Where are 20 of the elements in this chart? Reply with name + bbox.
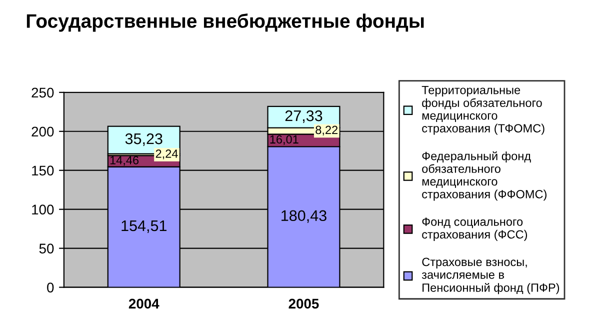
chart-title: Государственные внебюджетные фонды [26,13,424,32]
data-label: 14,46 [110,156,139,166]
y-tick-label: 50 [39,244,54,254]
data-label: 8,22 [316,126,338,136]
data-label: 16,01 [270,135,298,145]
y-tick-label: 100 [32,204,54,214]
legend-label: Территориальные фонды обязательного медицинского страхования (ТФОМС) [422,86,544,135]
data-label: 35,23 [125,133,162,146]
data-label: 180,43 [282,210,326,223]
legend-label: Страховые взносы, зачисляемые в Пенсионный фонд (ПФР) [422,258,560,294]
legend-label: Федеральный фонд обязательного медицинского страхования (ФФОМС) [422,151,546,201]
data-label: 27,33 [285,110,322,123]
legend-label: Фонд социального страхования (ФСС) [422,218,528,241]
y-tick-label: 200 [32,126,54,137]
data-label: 154,51 [122,220,166,233]
y-tick-label: 0 [47,282,54,292]
y-tick-label: 150 [32,166,54,176]
x-tick-label: 2004 [128,298,160,309]
y-tick-label: 250 [32,88,54,98]
x-tick-label: 2005 [288,298,319,309]
